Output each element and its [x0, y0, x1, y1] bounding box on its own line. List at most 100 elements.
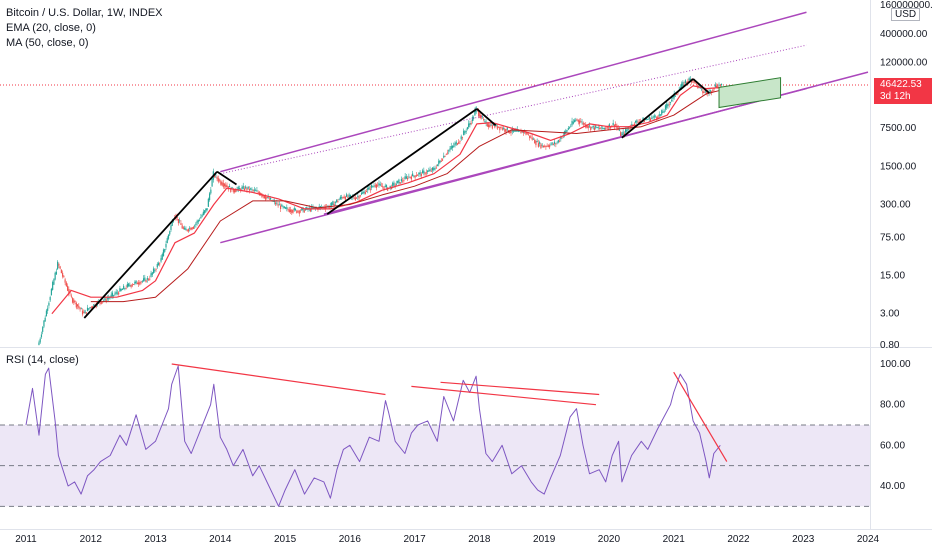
candle-body: [682, 81, 684, 87]
candle-body: [448, 150, 450, 152]
candle-body: [365, 191, 368, 192]
candle-body: [83, 312, 85, 314]
candle-body: [420, 173, 422, 176]
ema-legend[interactable]: EMA (20, close, 0): [6, 22, 96, 34]
candle-body: [647, 119, 649, 120]
candle-body: [40, 334, 43, 338]
time-axis[interactable]: 2011 2012 2013 2014 2015 2016 2017 2018 2019 2020…: [15, 534, 879, 545]
candle-body: [588, 125, 591, 127]
candle-body: [445, 154, 447, 156]
candle-body: [282, 206, 284, 208]
candle-body: [458, 142, 460, 144]
candle-body: [652, 116, 654, 118]
candle-body: [577, 119, 579, 122]
candle-body: [581, 121, 583, 123]
candle-body: [684, 80, 687, 84]
time-tick-label: 2017: [403, 534, 426, 545]
candle-body: [377, 184, 379, 186]
candle-body: [166, 238, 168, 244]
candle-body: [489, 124, 491, 128]
candle-body: [436, 164, 439, 166]
candle-body: [108, 297, 110, 299]
rsi-legend[interactable]: RSI (14, close): [6, 354, 79, 366]
candle-body: [421, 170, 424, 174]
candle-body: [400, 179, 403, 182]
candle-body: [612, 122, 614, 126]
ma-legend[interactable]: MA (50, close, 0): [6, 37, 89, 49]
candle-body: [542, 145, 545, 148]
candle-body: [284, 207, 287, 209]
candle-body: [654, 116, 657, 118]
candle-body: [674, 95, 677, 97]
candle-body: [54, 272, 56, 280]
candle-body: [140, 281, 142, 283]
candle-body: [334, 202, 336, 203]
candle-body: [444, 155, 446, 157]
candle-body: [453, 145, 455, 147]
candle-body: [719, 85, 721, 86]
candle-body: [147, 279, 150, 281]
candle-body: [210, 189, 212, 194]
candle-body: [438, 160, 440, 165]
candle-body: [55, 271, 57, 275]
candle-body: [644, 119, 647, 121]
candle-body: [488, 124, 490, 128]
trend-leg-line: [476, 108, 497, 126]
candle-body: [333, 203, 335, 206]
candle-body: [215, 174, 217, 176]
candle-body: [342, 197, 344, 199]
candle-body: [270, 197, 272, 200]
candle-body: [414, 175, 416, 178]
candle-body: [65, 282, 67, 287]
candle-body: [669, 102, 672, 103]
candle-body: [430, 170, 432, 172]
channel-dotted-line: [220, 44, 807, 175]
candle-body: [483, 119, 485, 120]
candle-body: [658, 114, 660, 116]
candle-body: [514, 129, 516, 132]
candle-body: [267, 196, 269, 198]
candle-body: [502, 127, 505, 129]
candle-body: [157, 262, 160, 266]
candle-body: [676, 94, 678, 95]
candle-body: [304, 209, 307, 210]
candle-body: [242, 185, 244, 189]
candle-body: [276, 202, 278, 204]
symbol-legend[interactable]: Bitcoin / U.S. Dollar, 1W, INDEX: [6, 7, 163, 19]
candle-body: [429, 169, 431, 172]
candle-body: [74, 301, 76, 302]
rsi-pane: [0, 365, 870, 507]
trend-leg-line: [692, 78, 710, 94]
candle-body: [146, 277, 148, 280]
candle-body: [297, 210, 299, 212]
price-axis[interactable]: 0.80 3.00 15.00 75.00 300.00 1500.00 7500.00 12…: [880, 29, 928, 492]
candle-body: [294, 209, 297, 211]
rsi-line: [25, 365, 721, 507]
candle-body: [233, 190, 236, 193]
candle-body: [44, 317, 46, 322]
candle-body: [63, 276, 65, 277]
candle-body: [382, 186, 384, 188]
candle-body: [415, 175, 417, 177]
candle-body: [461, 137, 464, 139]
candle-body: [468, 123, 470, 128]
candle-body: [100, 301, 102, 304]
candle-body: [328, 206, 330, 209]
candle-body: [623, 133, 625, 135]
candle-body: [186, 229, 188, 231]
currency-badge[interactable]: USD: [891, 8, 921, 21]
candle-body: [375, 184, 378, 188]
candle-body: [648, 116, 650, 119]
candle-body: [715, 85, 718, 88]
candle-body: [631, 124, 633, 127]
candle-body: [515, 130, 517, 132]
candle-body: [439, 160, 441, 163]
trend-leg-line: [621, 78, 694, 139]
candle-body: [216, 176, 218, 179]
candle-body: [593, 127, 596, 131]
candle-body: [495, 123, 497, 126]
candle-body: [347, 196, 349, 198]
candle-body: [459, 140, 461, 142]
candle-body: [681, 83, 683, 88]
